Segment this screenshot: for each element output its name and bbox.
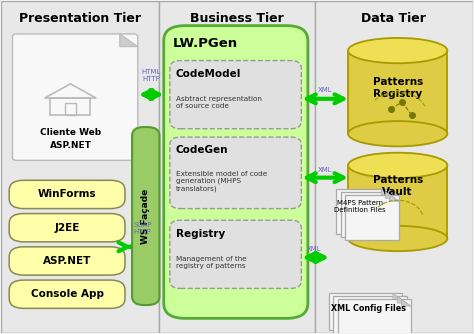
Text: Extensible model of code
generation (MHPS
translators): Extensible model of code generation (MHP… [175, 171, 267, 192]
FancyBboxPatch shape [9, 213, 125, 242]
Text: HTML
HTTP: HTML HTTP [141, 69, 161, 82]
FancyBboxPatch shape [345, 195, 399, 239]
FancyBboxPatch shape [170, 60, 301, 129]
Text: M4PS Pattern
Definition Files: M4PS Pattern Definition Files [334, 200, 386, 213]
Text: XML: XML [318, 167, 332, 173]
Polygon shape [390, 195, 399, 201]
Text: Data Tier: Data Tier [362, 12, 426, 25]
Text: Cliente Web: Cliente Web [40, 128, 101, 137]
Polygon shape [348, 50, 447, 134]
Text: WS Façade: WS Façade [141, 188, 150, 244]
FancyBboxPatch shape [333, 296, 407, 333]
Text: Registry: Registry [175, 228, 225, 238]
Ellipse shape [348, 153, 447, 178]
Polygon shape [348, 165, 447, 238]
Text: XML: XML [318, 88, 332, 94]
Bar [0, 1, 159, 333]
Polygon shape [397, 296, 407, 303]
FancyBboxPatch shape [9, 180, 125, 208]
FancyBboxPatch shape [337, 299, 411, 334]
FancyBboxPatch shape [9, 247, 125, 275]
FancyBboxPatch shape [9, 280, 125, 308]
Text: CodeGen: CodeGen [175, 145, 228, 155]
Text: XML: XML [307, 246, 321, 253]
Text: Presentation Tier: Presentation Tier [19, 12, 141, 25]
Text: Patterns
Vault: Patterns Vault [373, 175, 423, 197]
Ellipse shape [348, 226, 447, 251]
Text: XML Config Files: XML Config Files [331, 304, 406, 313]
FancyBboxPatch shape [12, 34, 138, 160]
Polygon shape [393, 293, 402, 300]
Text: LW.PGen: LW.PGen [173, 37, 238, 50]
Text: J2EE: J2EE [55, 223, 80, 233]
Text: CodeModel: CodeModel [175, 69, 241, 79]
Ellipse shape [348, 38, 447, 63]
FancyBboxPatch shape [170, 137, 301, 208]
FancyBboxPatch shape [340, 192, 395, 236]
Text: ASP.NET: ASP.NET [49, 141, 91, 150]
FancyBboxPatch shape [336, 189, 391, 233]
Polygon shape [381, 189, 391, 195]
Text: Patterns
Registry: Patterns Registry [373, 77, 423, 99]
Polygon shape [401, 299, 411, 306]
FancyBboxPatch shape [329, 293, 402, 330]
Text: Management of the
registry of patterns: Management of the registry of patterns [175, 256, 246, 269]
Text: WinForms: WinForms [38, 189, 96, 199]
Bar [315, 1, 474, 333]
Text: Console App: Console App [31, 289, 104, 299]
Ellipse shape [348, 121, 447, 146]
Text: Business Tier: Business Tier [190, 12, 284, 25]
Text: Asbtract representation
of source code: Asbtract representation of source code [175, 97, 262, 110]
Text: ASP.NET: ASP.NET [43, 256, 91, 266]
FancyBboxPatch shape [164, 26, 308, 318]
FancyBboxPatch shape [132, 127, 159, 305]
Text: SOAP
HTTP: SOAP HTTP [133, 222, 152, 235]
Bar [65, 103, 76, 116]
Polygon shape [385, 192, 395, 198]
FancyBboxPatch shape [170, 220, 301, 288]
Bar [159, 1, 315, 333]
Polygon shape [120, 34, 138, 47]
